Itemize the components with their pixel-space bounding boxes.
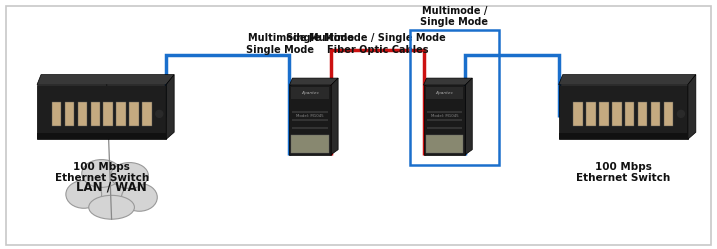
Bar	[599, 102, 609, 126]
Circle shape	[156, 110, 163, 117]
Ellipse shape	[66, 181, 102, 208]
Polygon shape	[424, 78, 473, 85]
Bar	[293, 111, 328, 113]
Polygon shape	[688, 75, 695, 139]
Text: Multimode /
Single Mode: Multimode / Single Mode	[247, 33, 315, 55]
Ellipse shape	[82, 160, 121, 187]
Bar	[651, 102, 660, 126]
Text: LAN / WAN: LAN / WAN	[76, 181, 147, 194]
Bar	[52, 102, 61, 126]
Bar	[37, 85, 166, 139]
Ellipse shape	[121, 184, 157, 211]
Bar	[426, 134, 463, 153]
Bar	[291, 87, 329, 99]
Text: Multimode /
Single Mode: Multimode / Single Mode	[420, 6, 488, 27]
Ellipse shape	[110, 163, 148, 188]
Ellipse shape	[89, 195, 134, 219]
Bar	[290, 85, 331, 155]
Text: Multimode / Single Mode
Fiber Optic Cables: Multimode / Single Mode Fiber Optic Cabl…	[309, 33, 446, 55]
Bar	[37, 133, 166, 139]
Bar	[664, 102, 673, 126]
Bar	[65, 102, 74, 126]
Bar	[90, 102, 100, 126]
Bar	[574, 102, 583, 126]
Bar	[103, 102, 113, 126]
Text: Apantec: Apantec	[301, 91, 319, 95]
Text: Model: M1045: Model: M1045	[297, 114, 324, 118]
Bar	[129, 102, 138, 126]
Bar	[427, 119, 462, 121]
Bar	[77, 102, 87, 126]
Text: Single Mode: Single Mode	[286, 33, 354, 43]
Bar	[427, 127, 462, 128]
Bar	[424, 85, 465, 155]
Bar	[559, 133, 688, 139]
Polygon shape	[290, 78, 338, 85]
Polygon shape	[166, 75, 174, 139]
Bar	[142, 102, 151, 126]
Bar	[612, 102, 622, 126]
Text: 100 Mbps
Ethernet Switch: 100 Mbps Ethernet Switch	[54, 162, 148, 183]
Polygon shape	[37, 75, 174, 85]
Circle shape	[678, 110, 685, 117]
Bar	[293, 127, 328, 128]
Text: Model: M1045: Model: M1045	[431, 114, 458, 118]
Bar	[409, 30, 499, 165]
Bar	[625, 102, 635, 126]
Bar	[291, 134, 329, 153]
Bar	[559, 85, 688, 139]
Text: 100 Mbps
Ethernet Switch: 100 Mbps Ethernet Switch	[576, 162, 670, 183]
Bar	[426, 87, 463, 99]
Polygon shape	[331, 78, 338, 155]
Bar	[293, 119, 328, 121]
Text: Apantec: Apantec	[435, 91, 453, 95]
Polygon shape	[559, 75, 695, 85]
Bar	[116, 102, 125, 126]
Polygon shape	[465, 78, 473, 155]
Bar	[587, 102, 596, 126]
Bar	[638, 102, 647, 126]
Ellipse shape	[86, 168, 138, 203]
Bar	[427, 111, 462, 113]
